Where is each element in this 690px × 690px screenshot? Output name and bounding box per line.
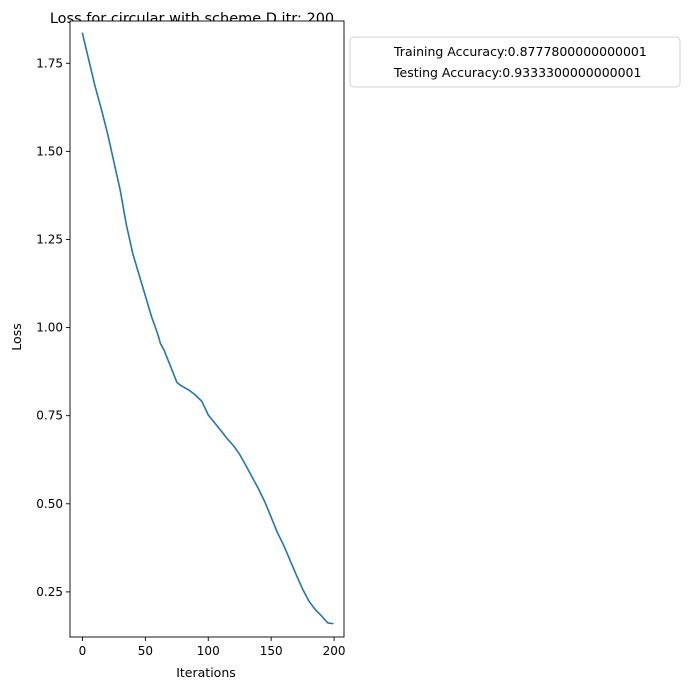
loss-series-line: [81, 32, 334, 625]
legend: Training Accuracy:0.8777800000000001 Tes…: [349, 36, 681, 88]
y-tick-label: 0.75: [36, 409, 63, 423]
legend-entry-training: Training Accuracy:0.8777800000000001: [393, 44, 647, 59]
y-tick-label: 0.25: [36, 585, 63, 599]
plot-frame: [69, 20, 345, 638]
x-tick-label: 100: [197, 644, 220, 658]
y-tick-label: 1.00: [36, 321, 63, 335]
series-group: [81, 32, 334, 625]
y-tick-label: 1.75: [36, 56, 63, 70]
legend-entry-testing: Testing Accuracy:0.9333300000000001: [393, 65, 641, 80]
y-axis-ticks: 0.25 0.50 0.75 1.00 1.25 1.50 1.75: [36, 56, 70, 599]
x-tick-label: 200: [323, 644, 346, 658]
x-axis-ticks: 0 50 100 150 200: [79, 637, 346, 658]
y-tick-label: 1.25: [36, 232, 63, 246]
x-tick-label: 50: [138, 644, 153, 658]
y-tick-label: 1.50: [36, 144, 63, 158]
y-axis-label: Loss: [9, 323, 24, 350]
legend-box: [349, 36, 681, 88]
y-tick-label: 0.50: [36, 497, 63, 511]
x-tick-label: 0: [79, 644, 87, 658]
x-axis-label: Iterations: [176, 665, 236, 680]
x-tick-label: 150: [260, 644, 283, 658]
